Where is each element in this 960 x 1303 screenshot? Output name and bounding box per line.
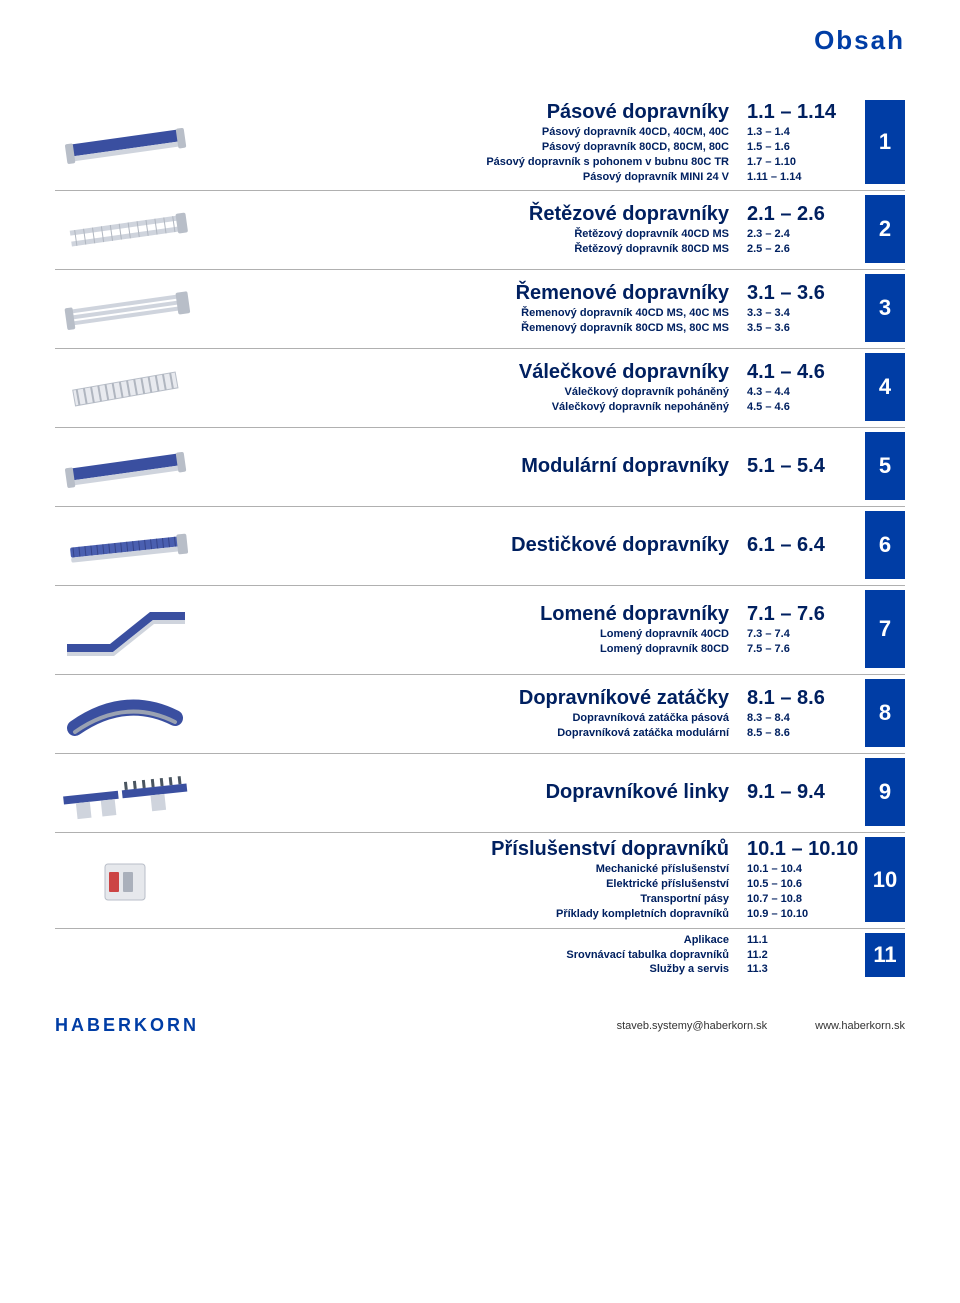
section-subitem: Řemenový dopravník 40CD MS, 40C MS [203, 306, 729, 321]
section-title: Destičkové dopravníky [203, 533, 729, 558]
section-tab[interactable]: 7 [865, 590, 905, 668]
section-tab[interactable]: 11 [865, 933, 905, 978]
section-subitem-pages: 10.7 – 10.8 [747, 892, 857, 907]
section-subitem: Transportní pásy [203, 892, 729, 907]
section-page-range: 2.1 – 2.6 [747, 202, 857, 227]
section-subitem: Pásový dopravník MINI 24 V [203, 170, 729, 185]
section-subitem: Lomený dopravník 80CD [203, 642, 729, 657]
section-page-range: 3.1 – 3.6 [747, 281, 857, 306]
section-subitem: Řetězový dopravník 40CD MS [203, 227, 729, 242]
section-title: Válečkové dopravníky [203, 360, 729, 385]
section-subitem-pages: 1.11 – 1.14 [747, 170, 857, 185]
footer: HABERKORN staveb.systemy@haberkorn.sk ww… [55, 1001, 905, 1036]
section-title: Řetězové dopravníky [203, 202, 729, 227]
section-tab[interactable]: 5 [865, 432, 905, 500]
section-subitem: Dopravníková zatáčka pásová [203, 711, 729, 726]
section-subitem: Mechanické příslušenství [203, 862, 729, 877]
section-thumbnail [55, 195, 203, 263]
toc-section: Příslušenství dopravníkůMechanické přísl… [55, 833, 905, 928]
section-subitem-pages: 11.2 [747, 948, 857, 963]
section-subitem: Srovnávací tabulka dopravníků [203, 948, 729, 963]
section-subitem-pages: 1.7 – 1.10 [747, 155, 857, 170]
section-title: Modulární dopravníky [203, 454, 729, 479]
section-subitem-pages: 8.5 – 8.6 [747, 726, 857, 741]
section-subitem-pages: 7.3 – 7.4 [747, 627, 857, 642]
section-title: Pásové dopravníky [203, 100, 729, 125]
brand-logo: HABERKORN [55, 1015, 199, 1036]
section-thumbnail [55, 100, 203, 184]
section-subitem: Elektrické příslušenství [203, 877, 729, 892]
section-page-range: 1.1 – 1.14 [747, 100, 857, 125]
section-subitem: Řemenový dopravník 80CD MS, 80C MS [203, 321, 729, 336]
section-tab[interactable]: 8 [865, 679, 905, 747]
section-subitem-pages: 10.1 – 10.4 [747, 862, 857, 877]
section-thumbnail [55, 511, 203, 579]
section-page-range: 10.1 – 10.10 [747, 837, 857, 862]
toc-section: Dopravníkové zatáčkyDopravníková zatáčka… [55, 675, 905, 754]
section-thumbnail [55, 274, 203, 342]
section-title: Dopravníkové linky [203, 780, 729, 805]
section-tab[interactable]: 6 [865, 511, 905, 579]
section-subitem-pages: 10.5 – 10.6 [747, 877, 857, 892]
footer-web: www.haberkorn.sk [815, 1020, 905, 1032]
section-tab[interactable]: 3 [865, 274, 905, 342]
section-tab[interactable]: 9 [865, 758, 905, 826]
section-thumbnail [55, 353, 203, 421]
toc-section: Dopravníkové linky 9.1 – 9.4 9 [55, 754, 905, 833]
toc-section: Řetězové dopravníkyŘetězový dopravník 40… [55, 191, 905, 270]
section-tab[interactable]: 4 [865, 353, 905, 421]
section-subitem: Válečkový dopravník nepoháněný [203, 400, 729, 415]
section-tab[interactable]: 1 [865, 100, 905, 184]
section-page-range: 7.1 – 7.6 [747, 602, 857, 627]
footer-email: staveb.systemy@haberkorn.sk [617, 1020, 768, 1032]
section-page-range: 5.1 – 5.4 [747, 454, 857, 479]
section-subitem: Válečkový dopravník poháněný [203, 385, 729, 400]
section-thumbnail [55, 432, 203, 500]
section-subitem-pages: 2.3 – 2.4 [747, 227, 857, 242]
section-subitem-pages: 3.3 – 3.4 [747, 306, 857, 321]
section-subitem: Příklady kompletních dopravníků [203, 907, 729, 922]
section-subitem: Aplikace [203, 933, 729, 948]
toc-section: Pásové dopravníkyPásový dopravník 40CD, … [55, 96, 905, 191]
section-subitem-pages: 10.9 – 10.10 [747, 907, 857, 922]
section-subitem: Řetězový dopravník 80CD MS [203, 242, 729, 257]
section-subitem: Pásový dopravník s pohonem v bubnu 80C T… [203, 155, 729, 170]
section-subitem-pages: 4.5 – 4.6 [747, 400, 857, 415]
toc-section: AplikaceSrovnávací tabulka dopravníkůSlu… [55, 929, 905, 984]
section-subitem-pages: 11.3 [747, 962, 857, 977]
section-subitem-pages: 4.3 – 4.4 [747, 385, 857, 400]
section-subitem-pages: 7.5 – 7.6 [747, 642, 857, 657]
section-thumbnail [55, 758, 203, 826]
section-tab[interactable]: 10 [865, 837, 905, 921]
section-page-range: 6.1 – 6.4 [747, 533, 857, 558]
toc-section: Lomené dopravníkyLomený dopravník 40CDLo… [55, 586, 905, 675]
section-subitem-pages: 11.1 [747, 933, 857, 948]
section-page-range: 8.1 – 8.6 [747, 686, 857, 711]
section-subitem-pages: 8.3 – 8.4 [747, 711, 857, 726]
section-subitem: Pásový dopravník 80CD, 80CM, 80C [203, 140, 729, 155]
section-subitem: Dopravníková zatáčka modulární [203, 726, 729, 741]
section-subitem-pages: 1.3 – 1.4 [747, 125, 857, 140]
toc-section: Destičkové dopravníky 6.1 – 6.4 6 [55, 507, 905, 586]
toc-section: Válečkové dopravníkyVálečkový dopravník … [55, 349, 905, 428]
toc-section: Řemenové dopravníkyŘemenový dopravník 40… [55, 270, 905, 349]
section-title: Příslušenství dopravníků [203, 837, 729, 862]
section-subitem-pages: 1.5 – 1.6 [747, 140, 857, 155]
section-page-range: 4.1 – 4.6 [747, 360, 857, 385]
section-subitem-pages: 3.5 – 3.6 [747, 321, 857, 336]
section-thumbnail [55, 590, 203, 668]
page-title: Obsah [55, 25, 905, 56]
section-page-range: 9.1 – 9.4 [747, 780, 857, 805]
section-title: Lomené dopravníky [203, 602, 729, 627]
section-subitem-pages: 2.5 – 2.6 [747, 242, 857, 257]
section-subitem: Služby a servis [203, 962, 729, 977]
section-thumbnail [55, 837, 203, 921]
section-thumbnail [55, 679, 203, 747]
section-tab[interactable]: 2 [865, 195, 905, 263]
section-title: Řemenové dopravníky [203, 281, 729, 306]
toc-section: Modulární dopravníky 5.1 – 5.4 5 [55, 428, 905, 507]
section-subitem: Lomený dopravník 40CD [203, 627, 729, 642]
section-title: Dopravníkové zatáčky [203, 686, 729, 711]
section-subitem: Pásový dopravník 40CD, 40CM, 40C [203, 125, 729, 140]
